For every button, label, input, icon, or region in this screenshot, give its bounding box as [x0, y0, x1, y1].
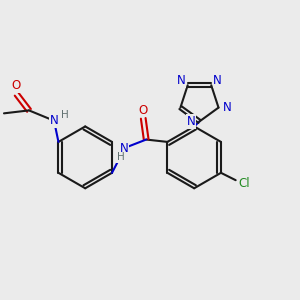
Text: Cl: Cl — [238, 177, 250, 190]
Text: O: O — [11, 80, 21, 92]
Text: N: N — [222, 101, 231, 114]
Text: O: O — [138, 104, 147, 117]
Text: H: H — [61, 110, 69, 120]
Text: N: N — [187, 115, 196, 128]
Text: H: H — [117, 152, 124, 162]
Text: N: N — [213, 74, 222, 87]
Text: N: N — [50, 114, 58, 127]
Text: N: N — [177, 74, 186, 87]
Text: N: N — [120, 142, 129, 155]
